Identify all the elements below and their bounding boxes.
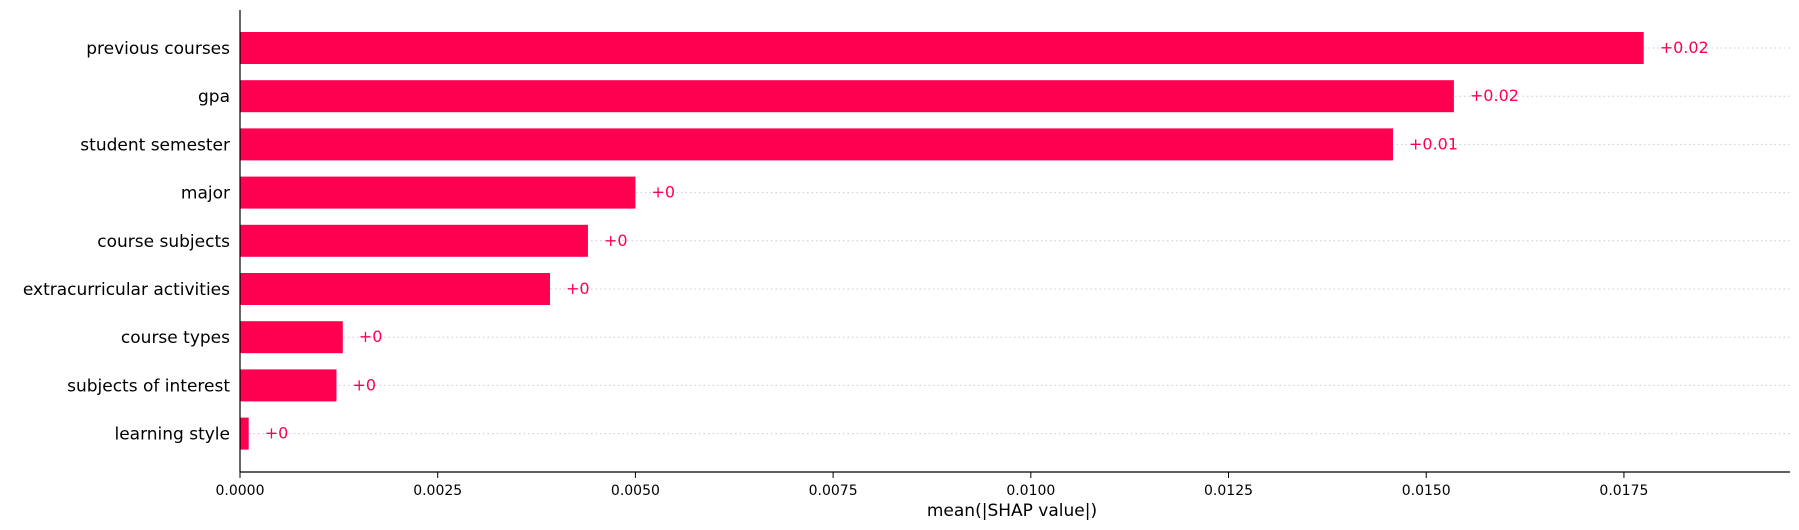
bar-previous-courses	[240, 32, 1644, 64]
bar-course-types	[240, 321, 343, 354]
feature-label: extracurricular activities	[23, 280, 230, 300]
bar-course-subjects	[240, 224, 588, 257]
x-tick-label: 0.0150	[1402, 483, 1451, 499]
feature-label: previous courses	[86, 39, 230, 59]
bar-value-label: +0	[604, 231, 628, 250]
x-tick-label: 0.0025	[413, 483, 462, 499]
bars	[240, 32, 1644, 450]
bar-value-label: +0	[352, 375, 376, 394]
feature-label: learning style	[114, 425, 230, 445]
bar-value-label: +0	[359, 327, 383, 346]
axes: 0.0000 0.0025 0.0050 0.0075 0.0100 0.0125 0.01…	[216, 10, 1790, 499]
x-tick-label: 0.0100	[1006, 483, 1055, 499]
x-axis-title: mean(|SHAP value|)	[927, 501, 1097, 521]
bar-major	[240, 176, 636, 209]
feature-label: gpa	[198, 87, 230, 107]
bar-value-label: +0.01	[1409, 134, 1458, 153]
bar-value-label: +0	[651, 183, 675, 202]
bar-subjects-of-interest	[240, 369, 337, 402]
bar-learning-style	[240, 417, 249, 450]
feature-label: major	[181, 184, 230, 204]
x-tick-label: 0.0175	[1599, 483, 1648, 499]
feature-label: course types	[121, 328, 230, 348]
value-labels: +0.02 +0.02 +0.01 +0 +0 +0 +0 +0 +0	[265, 38, 1709, 443]
feature-label: course subjects	[97, 232, 230, 252]
x-tick-label: 0.0000	[216, 483, 265, 499]
bar-extracurricular-activities	[240, 273, 550, 305]
feature-labels: previous courses gpa student semester major…	[23, 39, 230, 445]
bar-value-label: +0.02	[1470, 86, 1519, 105]
bar-student-semester	[240, 128, 1394, 161]
x-tick-label: 0.0125	[1204, 483, 1253, 499]
feature-label: student semester	[80, 135, 230, 155]
feature-label: subjects of interest	[67, 376, 230, 396]
x-tick-label: 0.0075	[809, 483, 858, 499]
bar-gpa	[240, 80, 1454, 113]
x-tick-label: 0.0050	[611, 483, 660, 499]
bar-value-label: +0	[566, 279, 590, 298]
bar-value-label: +0	[265, 424, 289, 443]
bar-value-label: +0.02	[1660, 38, 1709, 57]
